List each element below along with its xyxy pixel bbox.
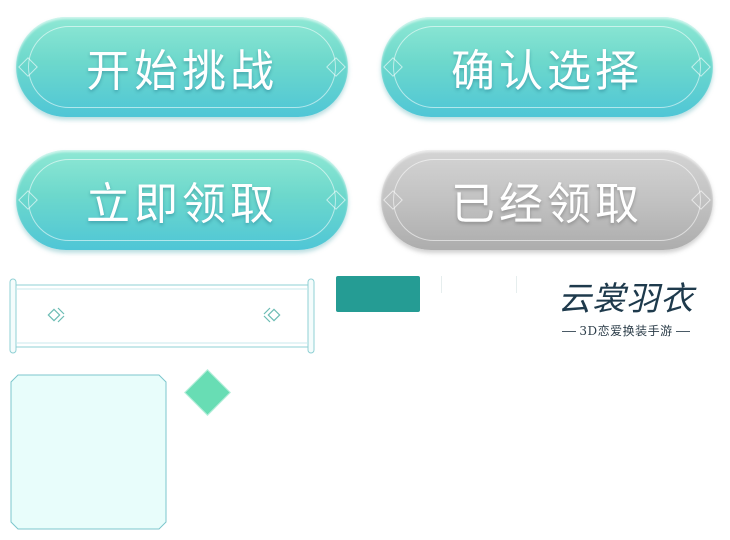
diamond-gem-icon (184, 369, 231, 416)
logo-title: 云裳羽衣 (558, 279, 694, 318)
confirm-selection-button[interactable]: 确认选择 (381, 17, 713, 117)
already-claimed-label: 已经领取 (451, 179, 643, 230)
scroll-frame (8, 277, 318, 355)
logo-divider-left (562, 330, 577, 332)
scroll-right-ornament-icon (263, 307, 281, 323)
content-panel (10, 374, 167, 530)
logo-divider-right (675, 330, 690, 332)
blank-tag-block (441, 276, 517, 293)
claim-now-button[interactable]: 立即领取 (16, 150, 348, 250)
game-logo: 云裳羽衣 3D恋爱换装手游 (546, 277, 706, 345)
logo-subtitle: 3D恋爱换装手游 (579, 324, 673, 338)
teal-tag-block (336, 276, 420, 312)
scroll-left-ornament-icon (47, 307, 65, 323)
start-challenge-button[interactable]: 开始挑战 (16, 17, 348, 117)
claim-now-label: 立即领取 (86, 179, 278, 230)
already-claimed-button[interactable]: 已经领取 (381, 150, 713, 250)
start-challenge-label: 开始挑战 (86, 46, 278, 97)
logo-subtitle-row: 3D恋爱换装手游 (546, 323, 706, 339)
confirm-selection-label: 确认选择 (451, 46, 643, 97)
